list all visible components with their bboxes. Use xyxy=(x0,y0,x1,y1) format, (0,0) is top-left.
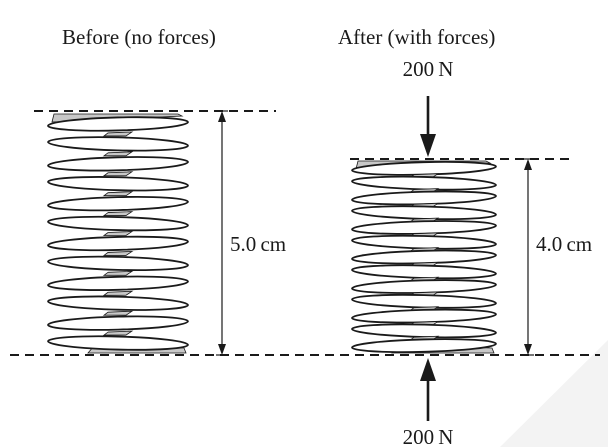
before-title: Before (no forces) xyxy=(62,25,216,49)
spring-coil-shading xyxy=(102,270,134,276)
spring-coil xyxy=(47,275,189,291)
spring-coil-shading xyxy=(102,250,134,256)
after-length-label: 4.0 cm xyxy=(536,232,592,256)
bottom-force-label: 200 N xyxy=(403,425,454,447)
spring-coil-shading xyxy=(102,131,134,137)
spring-coil-shading xyxy=(102,290,134,296)
spring-coil-shading xyxy=(102,310,134,316)
spring-coil-shading xyxy=(102,171,134,177)
spring-coil xyxy=(47,195,189,212)
before-length-dimension xyxy=(216,110,228,356)
watermark-shape xyxy=(500,340,608,447)
spring-coil-shading xyxy=(102,231,134,236)
spring-coil xyxy=(47,255,189,272)
spring-coil xyxy=(47,235,189,252)
spring-coil-shading xyxy=(102,211,134,216)
spring-coil xyxy=(47,215,189,232)
spring-coil xyxy=(47,156,189,172)
spring-coil xyxy=(47,295,189,311)
spring-coil xyxy=(47,116,189,132)
spring-coil-shading xyxy=(102,191,134,197)
after-title: After (with forces) xyxy=(338,25,495,49)
compressed-spring xyxy=(351,160,497,354)
spring-coil xyxy=(47,176,189,192)
spring-coil xyxy=(47,136,189,152)
top-force-arrow xyxy=(420,96,436,157)
after-length-dimension xyxy=(522,158,534,356)
bottom-force-arrow xyxy=(420,358,436,421)
top-force-label: 200 N xyxy=(403,57,454,81)
spring-coil-shading xyxy=(102,330,134,336)
spring-coil-shading xyxy=(102,151,134,157)
spring-coil xyxy=(47,335,189,351)
before-length-label: 5.0 cm xyxy=(230,232,286,256)
spring-coil xyxy=(351,338,497,353)
uncompressed-spring xyxy=(47,113,189,354)
spring-coil xyxy=(47,315,189,331)
